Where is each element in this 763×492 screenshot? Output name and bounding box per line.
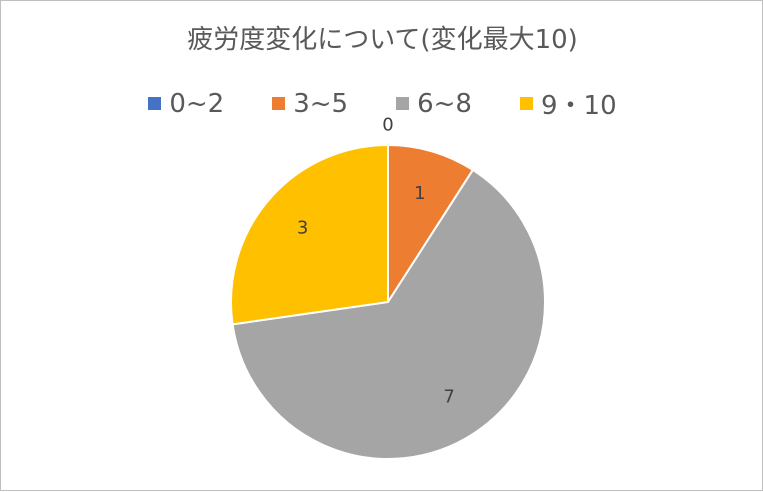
- legend-label-1: 3~5: [293, 88, 349, 119]
- data-label-0: 0: [382, 115, 393, 136]
- legend-item-1: 3~5: [272, 85, 348, 122]
- legend-label-3: 9・10: [540, 91, 617, 121]
- data-label-3: 3: [297, 217, 308, 238]
- data-label-1: 1: [414, 183, 425, 204]
- legend-item-3: 9・10: [519, 85, 617, 122]
- legend-item-2: 6~8: [396, 85, 472, 122]
- legend-label-0: 0~2: [169, 88, 225, 119]
- pie-slice-3: [230, 143, 389, 326]
- chart-title: 疲労度変化について(変化最大10): [187, 25, 578, 55]
- legend-swatch-0: [148, 97, 162, 110]
- legend-swatch-2: [396, 97, 410, 110]
- legend-item-0: 0~2: [148, 85, 224, 122]
- data-label-2: 7: [443, 387, 454, 408]
- legend-label-2: 6~8: [417, 88, 472, 119]
- pie-slice-1: [387, 143, 475, 306]
- legend: 0~2 3~5 6~8 9・10: [1, 85, 763, 122]
- pie-slice-2: [231, 168, 546, 460]
- legend-swatch-1: [272, 97, 286, 110]
- legend-swatch-3: [519, 97, 533, 110]
